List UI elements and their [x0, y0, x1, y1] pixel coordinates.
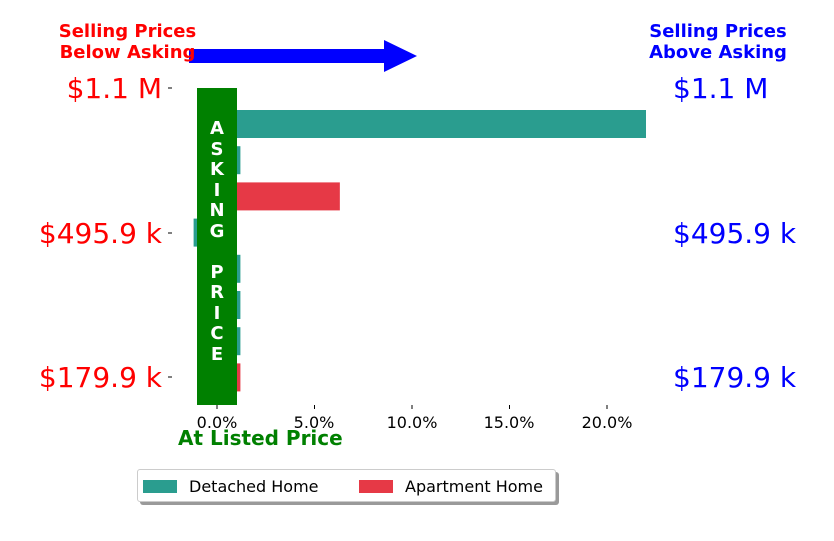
legend-label-apartment: Apartment Home — [405, 476, 543, 496]
price-label-left-top: $1.1 M — [66, 72, 162, 105]
price-label-right-top: $1.1 M — [673, 72, 769, 105]
above-asking-header: Selling Prices Above Asking — [649, 21, 787, 63]
legend-label-detached: Detached Home — [189, 476, 319, 496]
below-asking-header: Selling Prices Below Asking — [58, 21, 197, 63]
x-tick-label: 15.0% — [483, 413, 535, 432]
above-asking-arrow — [189, 40, 417, 72]
asking-price-band — [197, 88, 237, 405]
asking-price-letter: C — [210, 323, 224, 344]
asking-price-letter: N — [209, 200, 225, 221]
asking-price-letter: I — [213, 302, 221, 324]
legend-item-detached: Detached Home — [143, 476, 319, 496]
legend-swatch-detached — [143, 479, 177, 493]
asking-price-letter: S — [210, 138, 224, 160]
bar-apartment — [217, 182, 340, 211]
x-tick-label: 20.0% — [581, 413, 633, 432]
asking-price-letter: K — [210, 159, 224, 180]
legend-item-apartment: Apartment Home — [359, 476, 543, 496]
x-tick-label: 0.0% — [196, 413, 238, 432]
asking-price-letter: P — [210, 261, 224, 283]
asking-price-letter: A — [210, 118, 224, 139]
x-tick-label: 10.0% — [386, 413, 438, 432]
asking-price-letter: R — [210, 282, 224, 303]
price-label-left-bottom: $179.9 k — [38, 361, 162, 394]
price-label-left-middle: $495.9 k — [38, 217, 162, 250]
asking-price-letter: I — [213, 179, 221, 201]
bar-detached — [217, 110, 646, 138]
asking-price-letter — [197, 242, 237, 263]
legend-swatch-apartment — [359, 479, 393, 493]
asking-price-letter: E — [210, 343, 224, 365]
x-tick-label: 5.0% — [293, 413, 335, 432]
at-listed-price-label: At Listed Price — [178, 426, 343, 450]
price-label-right-bottom: $179.9 k — [673, 361, 797, 394]
price-label-right-middle: $495.9 k — [673, 217, 797, 250]
legend: Detached Home Apartment Home — [137, 469, 556, 502]
asking-price-letter: G — [209, 220, 225, 242]
